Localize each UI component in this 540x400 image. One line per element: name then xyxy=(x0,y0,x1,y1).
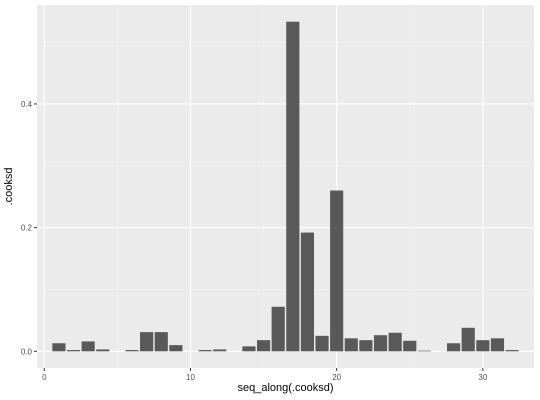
x-axis-ticks: 0 10 20 30 xyxy=(42,368,488,382)
bar-1 xyxy=(52,343,66,352)
x-axis-title: seq_along(.cooksd) xyxy=(237,382,333,394)
bar-14 xyxy=(242,346,256,352)
y-tick-label: 0.0 xyxy=(21,347,33,356)
bar-7 xyxy=(140,332,154,352)
bar-19 xyxy=(315,335,329,352)
bar-11 xyxy=(198,350,212,352)
bar-30 xyxy=(476,340,490,352)
y-axis-ticks: 0.0 0.2 0.4 xyxy=(21,100,37,356)
bar-20 xyxy=(330,190,344,352)
bar-23 xyxy=(373,335,388,352)
bar-32 xyxy=(505,350,519,352)
bar-4 xyxy=(96,349,110,352)
bar-31 xyxy=(490,338,505,352)
bar-22 xyxy=(359,340,373,352)
y-tick-label: 0.4 xyxy=(21,100,33,109)
bar-2 xyxy=(66,350,81,352)
x-tick-label: 20 xyxy=(332,373,341,382)
bar-16 xyxy=(271,306,285,352)
bar-18 xyxy=(300,232,315,352)
bar-21 xyxy=(344,338,358,352)
bar-28 xyxy=(447,343,461,352)
bar-9 xyxy=(169,345,183,352)
bar-3 xyxy=(81,341,95,352)
bar-25 xyxy=(403,340,417,352)
y-axis-title: .cooksd xyxy=(3,168,15,206)
plot-panel xyxy=(37,5,534,368)
bar-12 xyxy=(213,349,227,352)
bar-24 xyxy=(388,332,402,352)
bar-6 xyxy=(125,350,139,352)
x-tick-label: 0 xyxy=(42,373,47,382)
y-tick-label: 0.2 xyxy=(21,224,33,233)
x-tick-label: 10 xyxy=(186,373,195,382)
bar-8 xyxy=(154,332,168,352)
bar-26 xyxy=(417,350,431,352)
bar-17 xyxy=(286,21,300,352)
x-tick-label: 30 xyxy=(478,373,487,382)
bar-15 xyxy=(256,340,271,352)
bar-29 xyxy=(461,327,475,352)
minor-gridlines xyxy=(37,5,534,368)
bars xyxy=(52,21,519,352)
